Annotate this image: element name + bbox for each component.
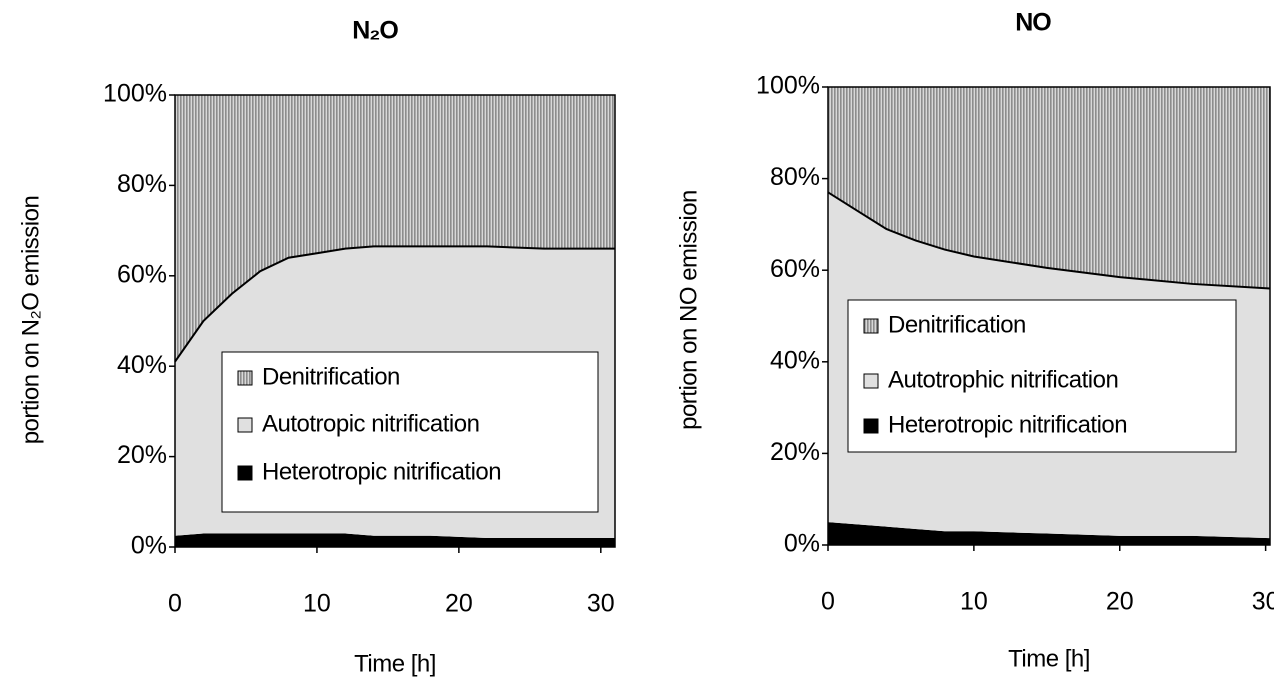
legend-label: Heterotropic nitrification <box>888 411 1127 438</box>
y-tick-label: 40% <box>117 351 167 379</box>
x-tick-label: 10 <box>960 588 988 616</box>
area <box>175 95 615 362</box>
legend-box <box>221 351 599 513</box>
legend-swatch <box>863 318 879 334</box>
plot-frame <box>827 86 1271 546</box>
area <box>828 87 1270 289</box>
plot-frame <box>174 94 616 548</box>
y-tick-label: 80% <box>117 170 167 198</box>
legend-swatch <box>863 418 879 434</box>
chart-title: NO <box>1015 9 1051 37</box>
x-tick-label: 10 <box>303 590 331 618</box>
legend-swatch <box>237 370 253 386</box>
x-tick-label: 20 <box>445 590 473 618</box>
legend-label: Autotrophic nitrification <box>888 366 1118 393</box>
x-tick-label: 30 <box>587 590 615 618</box>
x-tick-label: 30 <box>1252 588 1274 616</box>
x-axis-label: Time [h] <box>354 650 436 677</box>
legend-label: Autotropic nitrification <box>262 410 479 437</box>
chart-title: N₂O <box>352 17 398 45</box>
y-tick-label: 80% <box>770 163 820 191</box>
x-axis-label: Time [h] <box>1008 645 1090 672</box>
legend-swatch <box>863 373 879 389</box>
x-tick-label: 0 <box>168 590 182 618</box>
legend-label: Denitrification <box>888 311 1026 338</box>
y-tick-label: 60% <box>117 260 167 288</box>
y-tick-label: 100% <box>103 80 167 108</box>
boundary-line <box>174 245 615 363</box>
y-tick-label: 0% <box>131 532 167 560</box>
legend-box <box>847 299 1237 453</box>
y-axis-label: portion on NO emission <box>675 190 702 430</box>
y-tick-label: 40% <box>770 346 820 374</box>
boundary-line <box>827 191 1271 290</box>
y-tick-label: 0% <box>784 530 820 558</box>
legend-label: Denitrification <box>262 363 400 390</box>
legend-label: Heterotropic nitrification <box>262 458 501 485</box>
area <box>828 522 1270 545</box>
y-tick-label: 60% <box>770 255 820 283</box>
x-tick-label: 0 <box>821 588 835 616</box>
y-tick-label: 20% <box>770 438 820 466</box>
y-axis-label: portion on N₂O emission <box>17 196 44 445</box>
area <box>175 533 615 547</box>
legend-swatch <box>237 417 253 433</box>
legend-swatch <box>237 465 253 481</box>
y-tick-label: 100% <box>756 72 820 100</box>
y-tick-label: 20% <box>117 441 167 469</box>
x-tick-label: 20 <box>1106 588 1134 616</box>
